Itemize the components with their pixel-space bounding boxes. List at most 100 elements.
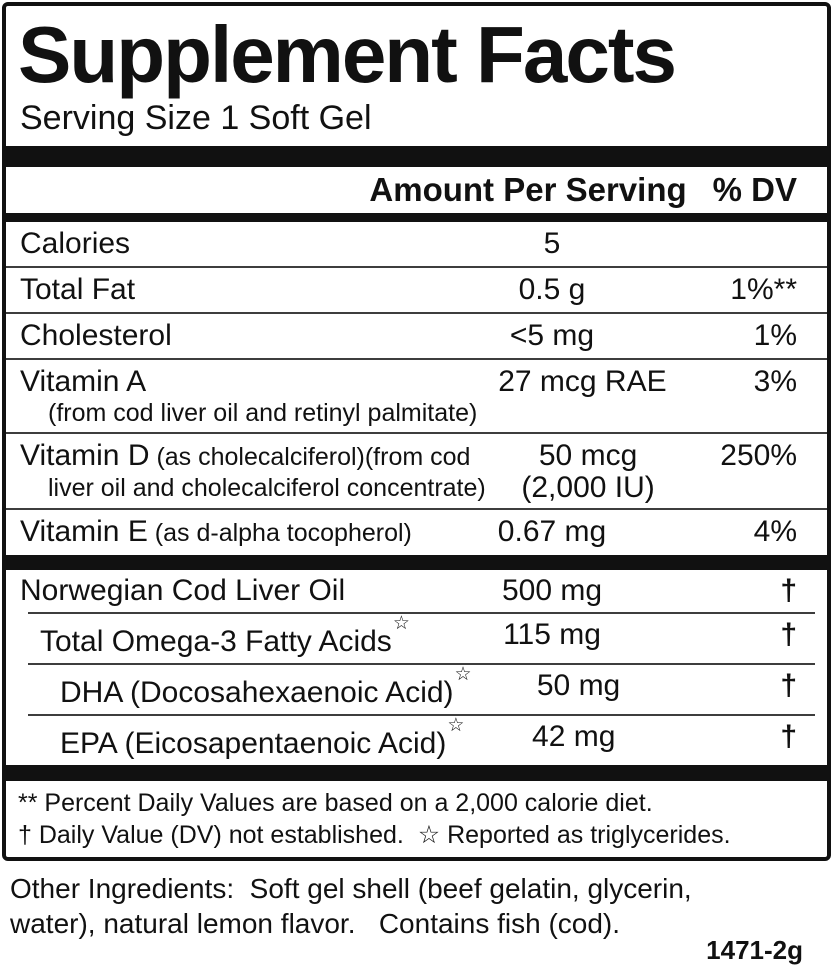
nutrient-name-line: Total Fat (20, 273, 432, 307)
row-divider (6, 431, 827, 434)
other-ingredients-line-1: Other Ingredients: Soft gel shell (beef … (10, 872, 692, 904)
row-divider (6, 357, 827, 360)
nutrient-amount: 500 mg (432, 574, 672, 608)
nutrient-name-text: Total Fat (20, 272, 136, 306)
nutrient-name-text: Calories (20, 226, 131, 260)
nutrient-amount: 42 mg (464, 720, 683, 754)
nutrient-name: Vitamin D (as cholecalciferol)(from cod l… (6, 439, 486, 502)
nutrient-amount-value: 27 mcg RAE (498, 364, 667, 398)
nutrient-name: Vitamin A (from cod liver oil and retinyl… (6, 365, 477, 427)
nutrient-dv: 1% (753, 318, 797, 352)
nutrient-amount-value: 50 mcg (538, 438, 638, 472)
nutrient-row: Total Fat 0.5 g 1%** (6, 268, 827, 312)
row-divider (6, 507, 827, 510)
footnote-line-2: † Daily Value (DV) not established. ☆ Re… (18, 820, 731, 849)
nutrient-name: Vitamin E (as d-alpha tocopherol) (6, 515, 432, 550)
nutrient-name-line: Cholesterol (20, 319, 432, 353)
nutrients-table-main: Calories 5 Total Fat 0.5 g 1%** Cholesterol <5… (6, 222, 827, 555)
amount-per-serving-header: Amount Per Serving (369, 170, 687, 208)
nutrient-name-line: Vitamin A (20, 365, 477, 399)
nutrient-amount: 0.67 mg (432, 515, 672, 549)
supplement-facts-panel: Supplement Facts Serving Size 1 Soft Gel… (2, 2, 831, 861)
nutrient-amount-value: 42 mg (532, 719, 616, 753)
percent-dv-header: % DV (712, 170, 797, 208)
footnote-divider-bar (6, 764, 827, 781)
nutrient-name: Calories (6, 227, 432, 261)
nutrient-dv: † (780, 668, 797, 702)
oils-section-divider-bar (6, 554, 827, 570)
section-divider-bar (6, 145, 827, 167)
header-divider-bar (6, 212, 827, 222)
nutrient-dv: † (780, 719, 797, 753)
other-ingredients: Other Ingredients: Soft gel shell (beef … (0, 863, 833, 941)
nutrient-amount: 0.5 g (432, 273, 672, 307)
nutrient-name-text: Vitamin E (20, 514, 148, 548)
nutrient-name: Total Fat (6, 273, 432, 307)
footnote-line-1: ** Percent Daily Values are based on a 2… (18, 788, 653, 817)
nutrient-row: Calories 5 (6, 222, 827, 266)
nutrient-dv: † (780, 573, 797, 607)
nutrient-row: Vitamin D (as cholecalciferol)(from cod l… (6, 434, 827, 508)
nutrient-row: Cholesterol <5 mg 1% (6, 314, 827, 358)
nutrient-amount-value: <5 mg (509, 318, 595, 352)
nutrient-name: DHA (Docosahexaenoic Acid)☆ (6, 664, 472, 710)
nutrient-row: EPA (Eicosapentaenoic Acid)☆ 42 mg † (6, 715, 827, 765)
nutrient-amount: <5 mg (432, 319, 672, 353)
triglyceride-star-icon: ☆ (392, 612, 410, 634)
nutrient-amount-value: 115 mg (503, 617, 601, 651)
table-header-row: Amount Per Serving % DV (6, 167, 827, 213)
nutrient-name-line: Vitamin E (as d-alpha tocopherol) (20, 515, 432, 550)
nutrient-amount: 5 (432, 227, 672, 261)
nutrient-row: Vitamin A (from cod liver oil and retinyl… (6, 360, 827, 432)
row-divider (28, 611, 815, 614)
label-title: Supplement Facts (18, 10, 677, 99)
nutrient-name-line: Norwegian Cod Liver Oil (20, 574, 432, 608)
nutrient-name-line: Calories (20, 227, 432, 261)
nutrient-name-text: Total Omega-3 Fatty Acids (40, 624, 392, 658)
nutrient-row: Norwegian Cod Liver Oil 500 mg † (6, 570, 827, 612)
row-divider (28, 662, 815, 665)
nutrient-row: Total Omega-3 Fatty Acids☆ 115 mg † (6, 613, 827, 663)
nutrient-amount: 50 mg (472, 669, 686, 703)
nutrient-amount: 50 mcg (2,000 IU) (486, 439, 691, 503)
nutrient-name-detail: (as cholecalciferol)(from cod (149, 442, 471, 471)
nutrient-name-line: Total Omega-3 Fatty Acids☆ (40, 613, 432, 659)
nutrient-name-line: Vitamin D (as cholecalciferol)(from cod (20, 439, 486, 474)
nutrient-row: DHA (Docosahexaenoic Acid)☆ 50 mg † (6, 664, 827, 714)
nutrient-name-detail: (as d-alpha tocopherol) (147, 518, 412, 547)
nutrient-name-text: Norwegian Cod Liver Oil (20, 573, 346, 607)
nutrient-name: Total Omega-3 Fatty Acids☆ (6, 613, 432, 659)
row-divider (6, 311, 827, 314)
serving-size: Serving Size 1 Soft Gel (20, 98, 372, 137)
nutrient-name: Cholesterol (6, 319, 432, 353)
nutrient-name-text: DHA (Docosahexaenoic Acid) (60, 675, 454, 709)
nutrient-name-text: EPA (Eicosapentaenoic Acid) (60, 726, 447, 760)
nutrient-dv: 3% (753, 364, 797, 398)
nutrients-table-oils: Norwegian Cod Liver Oil 500 mg † Total Omeg… (6, 570, 827, 765)
nutrient-row: Vitamin E (as d-alpha tocopherol) 0.67 mg… (6, 510, 827, 555)
triglyceride-star-icon: ☆ (447, 714, 465, 736)
nutrient-amount-value: 500 mg (501, 573, 603, 607)
nutrient-name: EPA (Eicosapentaenoic Acid)☆ (6, 715, 464, 761)
nutrient-dv: 1%** (730, 272, 797, 306)
nutrient-amount-value: 0.67 mg (497, 514, 607, 548)
row-divider (6, 265, 827, 268)
footnotes: ** Percent Daily Values are based on a 2… (6, 781, 827, 857)
nutrient-amount: 27 mcg RAE (477, 365, 687, 399)
nutrient-name-subline: liver oil and cholecalciferol concentrat… (48, 473, 486, 502)
nutrient-amount-secondary: (2,000 IU) (521, 470, 655, 504)
nutrient-amount-value: 50 mg (536, 668, 621, 702)
row-divider (28, 713, 815, 716)
nutrient-name-text: Vitamin A (20, 364, 147, 398)
nutrient-dv: 4% (753, 514, 797, 548)
nutrient-dv: 250% (720, 438, 797, 472)
nutrient-dv: † (780, 617, 797, 651)
nutrient-amount-value: 0.5 g (518, 272, 586, 306)
nutrient-name-text: Cholesterol (20, 318, 172, 352)
nutrient-name-line: DHA (Docosahexaenoic Acid)☆ (60, 664, 472, 710)
nutrient-name-text: Vitamin D (20, 438, 150, 472)
nutrient-name-line: EPA (Eicosapentaenoic Acid)☆ (60, 715, 464, 761)
nutrient-amount: 115 mg (432, 618, 672, 652)
triglyceride-star-icon: ☆ (454, 663, 472, 685)
